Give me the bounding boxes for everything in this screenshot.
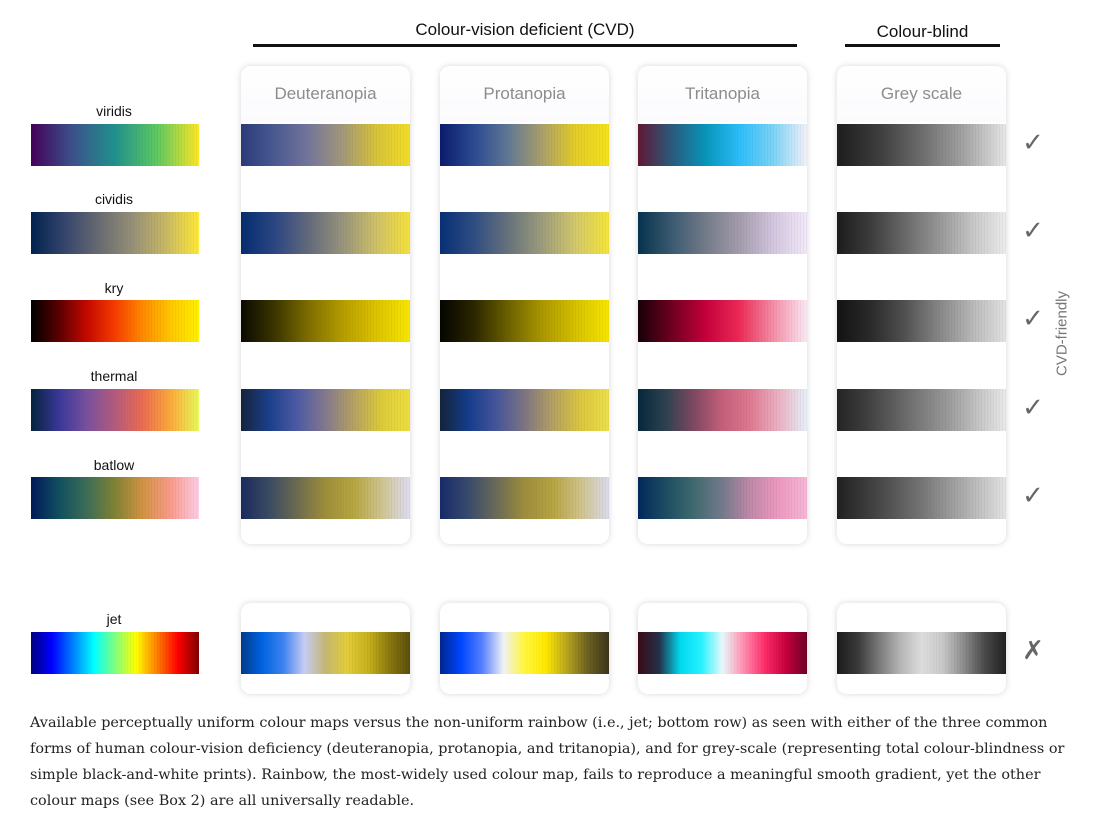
kry-tritanopia-bar — [638, 300, 807, 342]
cividis-original-bar — [31, 212, 199, 254]
check-icon: ✓ — [1022, 128, 1044, 158]
cross-icon: ✗ — [1022, 636, 1044, 666]
jet-tritanopia-bar — [638, 632, 807, 674]
kry-deuteranopia-bar — [241, 300, 410, 342]
cividis-protanopia-bar — [440, 212, 609, 254]
thermal-tritanopia-bar — [638, 389, 807, 431]
viridis-original-bar — [31, 124, 199, 166]
viridis-grey-scale-bar — [837, 124, 1006, 166]
cvd-friendly-label: CVD-friendly — [1053, 290, 1071, 377]
check-icon: ✓ — [1022, 481, 1044, 511]
batlow-original-bar — [31, 477, 199, 519]
thermal-protanopia-bar — [440, 389, 609, 431]
cividis-tritanopia-bar — [638, 212, 807, 254]
row-label-kry: kry — [104, 280, 124, 296]
check-icon: ✓ — [1022, 304, 1044, 334]
column-title-protanopia: Protanopia — [483, 84, 566, 103]
jet-deuteranopia-bar — [241, 632, 410, 674]
colour-blind-group-line — [845, 44, 1000, 47]
row-label-thermal: thermal — [90, 368, 138, 384]
row-label-batlow: batlow — [93, 457, 135, 473]
cvd-group-line — [253, 44, 797, 47]
batlow-tritanopia-bar — [638, 477, 807, 519]
kry-grey-scale-bar — [837, 300, 1006, 342]
thermal-deuteranopia-bar — [241, 389, 410, 431]
row-label-viridis: viridis — [96, 103, 132, 119]
kry-original-bar — [31, 300, 199, 342]
column-title-deuteranopia: Deuteranopia — [274, 84, 377, 103]
batlow-deuteranopia-bar — [241, 477, 410, 519]
row-label-cividis: cividis — [94, 191, 134, 207]
viridis-deuteranopia-bar — [241, 124, 410, 166]
colour-blind-group-title: Colour-blind — [876, 22, 969, 41]
check-icon: ✓ — [1022, 216, 1044, 246]
cvd-group-title: Colour-vision deficient (CVD) — [415, 20, 635, 39]
batlow-protanopia-bar — [440, 477, 609, 519]
cividis-deuteranopia-bar — [241, 212, 410, 254]
thermal-grey-scale-bar — [837, 389, 1006, 431]
jet-grey-scale-bar — [837, 632, 1006, 674]
column-title-tritanopia: Tritanopia — [685, 84, 760, 103]
jet-protanopia-bar — [440, 632, 609, 674]
cividis-grey-scale-bar — [837, 212, 1006, 254]
column-title-grey-scale: Grey scale — [880, 84, 963, 103]
kry-protanopia-bar — [440, 300, 609, 342]
viridis-protanopia-bar — [440, 124, 609, 166]
thermal-original-bar — [31, 389, 199, 431]
figure-caption: Available perceptually uniform colour ma… — [30, 715, 1065, 809]
jet-original-bar — [31, 632, 199, 674]
viridis-tritanopia-bar — [638, 124, 807, 166]
batlow-grey-scale-bar — [837, 477, 1006, 519]
row-label-jet: jet — [106, 611, 122, 627]
check-icon: ✓ — [1022, 393, 1044, 423]
